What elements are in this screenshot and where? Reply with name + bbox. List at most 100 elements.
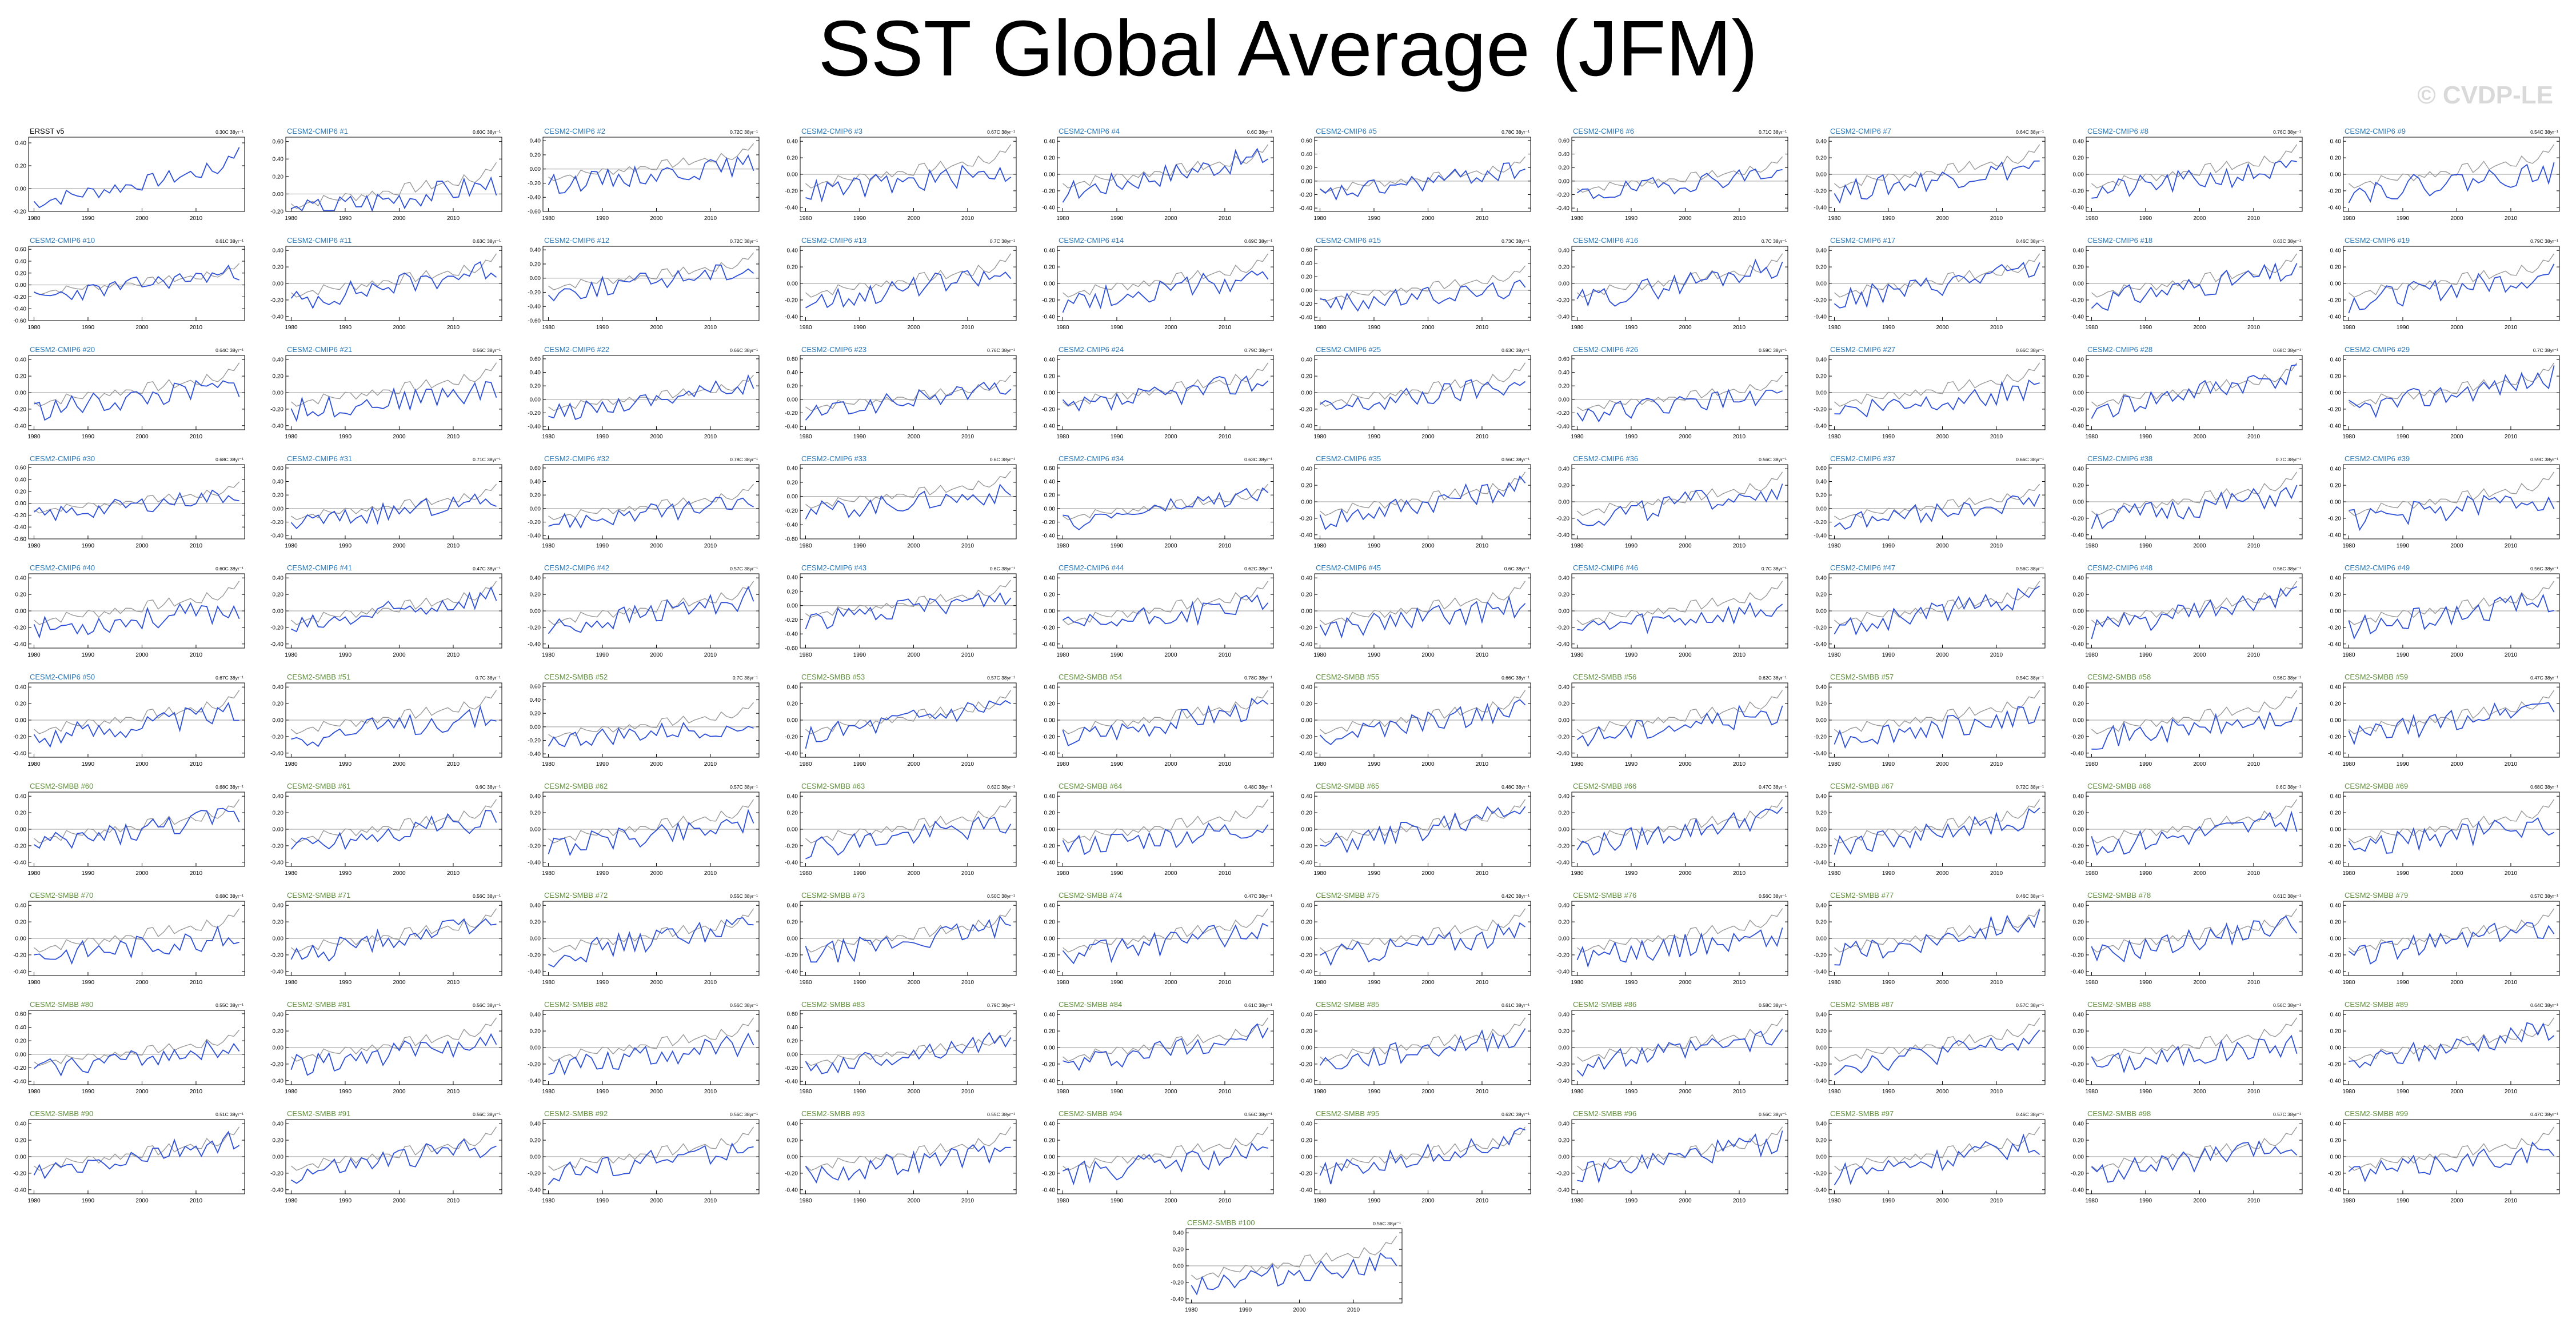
trend-label: 0.47C 38yr⁻¹ bbox=[2530, 675, 2558, 681]
x-tick-label: 1990 bbox=[596, 652, 609, 658]
model-series-line bbox=[2091, 1034, 2298, 1074]
model-series-line bbox=[33, 1130, 240, 1180]
x-tick-label: 2000 bbox=[1421, 325, 1435, 331]
panel-title: CESM2-CMIP6 #2 bbox=[544, 127, 605, 135]
x-tick-label: 1980 bbox=[27, 215, 41, 222]
y-tick-label: 0.40 bbox=[273, 903, 284, 909]
y-tick-label: -0.40 bbox=[2328, 969, 2341, 975]
x-tick-label: 1980 bbox=[542, 1089, 555, 1095]
y-tick-label: -0.40 bbox=[1814, 750, 1827, 757]
x-tick-label: 1980 bbox=[1056, 870, 1069, 877]
y-tick-label: 0.20 bbox=[15, 701, 27, 708]
y-tick-label: 0.40 bbox=[273, 157, 284, 163]
model-series-line bbox=[2348, 592, 2554, 640]
panel-title: CESM2-SMBB #70 bbox=[30, 891, 93, 900]
y-tick-label: 0.40 bbox=[1044, 1121, 1056, 1128]
y-tick-label: -0.20 bbox=[785, 1170, 798, 1177]
x-tick-label: 2000 bbox=[393, 1089, 406, 1095]
y-tick-label: -0.20 bbox=[2071, 734, 2084, 740]
trend-label: 0.56C 38yr⁻¹ bbox=[2273, 566, 2301, 571]
y-tick-label: 0.20 bbox=[787, 920, 798, 926]
y-tick-label: 0.20 bbox=[1559, 383, 1570, 390]
y-tick-label: 0.00 bbox=[787, 1154, 798, 1161]
y-tick-label: 0.40 bbox=[273, 357, 284, 363]
x-tick-label: 2010 bbox=[2505, 215, 2518, 222]
x-tick-label: 2010 bbox=[1219, 761, 1232, 768]
trend-label: 0.76C 38yr⁻¹ bbox=[987, 347, 1015, 353]
panel-title: CESM2-SMBB #82 bbox=[544, 1000, 608, 1009]
x-tick-label: 2000 bbox=[907, 980, 920, 986]
x-tick-label: 2000 bbox=[1936, 1089, 1949, 1095]
x-tick-label: 1980 bbox=[1828, 434, 1841, 440]
y-tick-label: 0.40 bbox=[1301, 1121, 1313, 1128]
panel-43: CESM2-CMIP6 #43 0.6C 38yr⁻¹ 0.40 0.20 0.00 -0… bbox=[785, 563, 1017, 658]
panel-title: CESM2-CMIP6 #42 bbox=[544, 563, 609, 572]
y-tick-label: 0.00 bbox=[1559, 1154, 1570, 1161]
y-tick-label: -0.20 bbox=[1042, 1061, 1055, 1068]
trend-label: 0.47C 38yr⁻¹ bbox=[1759, 784, 1787, 790]
y-tick-label: -0.20 bbox=[2071, 297, 2084, 303]
y-tick-label: 0.40 bbox=[2073, 139, 2084, 145]
y-tick-label: 0.00 bbox=[530, 275, 541, 282]
panel-title: CESM2-CMIP6 #12 bbox=[544, 236, 609, 245]
obs-series-line bbox=[1063, 362, 1269, 407]
panel-title: CESM2-CMIP6 #37 bbox=[1830, 454, 1895, 463]
x-tick-label: 2010 bbox=[1476, 434, 1489, 440]
obs-series-line bbox=[290, 1126, 497, 1171]
y-tick-label: 0.40 bbox=[273, 1012, 284, 1018]
panel-87: CESM2-SMBB #87 0.57C 38yr⁻¹ 0.40 0.20 0.00 -0… bbox=[1814, 1000, 2046, 1095]
obs-series-line bbox=[1576, 1126, 1783, 1171]
y-tick-label: -0.20 bbox=[1299, 192, 1312, 198]
panel-65: CESM2-SMBB #65 0.48C 38yr⁻¹ 0.40 0.20 0.00 -0… bbox=[1299, 782, 1531, 877]
x-tick-label: 2010 bbox=[190, 215, 203, 222]
y-tick-label: -0.20 bbox=[1299, 734, 1312, 740]
y-tick-label: 0.60 bbox=[15, 1011, 27, 1017]
panel-title: CESM2-CMIP6 #27 bbox=[1830, 345, 1895, 354]
y-tick-label: 0.40 bbox=[1301, 575, 1313, 582]
panel-53: CESM2-SMBB #53 0.57C 38yr⁻¹ 0.40 0.20 0.00 -0… bbox=[785, 673, 1017, 768]
y-tick-label: 0.00 bbox=[1559, 718, 1570, 724]
y-tick-label: 0.40 bbox=[787, 903, 798, 909]
panel-72: CESM2-SMBB #72 0.55C 38yr⁻¹ 0.40 0.20 0.00 -0… bbox=[528, 891, 760, 986]
x-tick-label: 2000 bbox=[135, 980, 149, 986]
x-tick-label: 1990 bbox=[1111, 761, 1124, 768]
y-tick-label: -0.40 bbox=[270, 860, 283, 866]
y-tick-label: 0.00 bbox=[1044, 172, 1056, 178]
obs-series-line bbox=[34, 799, 240, 844]
x-tick-label: 1990 bbox=[82, 543, 95, 549]
x-tick-label: 2010 bbox=[961, 761, 975, 768]
x-tick-label: 2010 bbox=[2505, 980, 2518, 986]
model-series-line bbox=[33, 702, 239, 748]
x-tick-label: 2000 bbox=[2450, 543, 2463, 549]
x-tick-label: 1980 bbox=[1313, 1089, 1327, 1095]
x-tick-label: 1980 bbox=[799, 1198, 812, 1204]
y-tick-label: 0.00 bbox=[1559, 281, 1570, 287]
y-tick-label: 0.20 bbox=[15, 810, 27, 817]
y-tick-label: -0.40 bbox=[270, 423, 283, 429]
x-tick-label: 2010 bbox=[1990, 652, 2003, 658]
panel-title: CESM2-CMIP6 #22 bbox=[544, 345, 609, 354]
trend-label: 0.56C 38yr⁻¹ bbox=[473, 347, 501, 353]
y-tick-label: 0.40 bbox=[1301, 357, 1313, 363]
panel-10: CESM2-CMIP6 #10 0.61C 38yr⁻¹ 0.60 0.40 0.20 0… bbox=[13, 236, 245, 331]
model-series-line bbox=[548, 264, 754, 302]
panel-title: CESM2-SMBB #62 bbox=[544, 782, 608, 790]
obs-series-line bbox=[548, 1017, 754, 1062]
trend-label: 0.30C 38yr⁻¹ bbox=[215, 129, 243, 135]
y-tick-label: -0.20 bbox=[1299, 843, 1312, 849]
y-tick-label: 0.00 bbox=[530, 827, 541, 833]
y-tick-label: 0.00 bbox=[787, 827, 798, 833]
obs-series-line bbox=[2091, 690, 2298, 734]
x-tick-label: 2000 bbox=[907, 543, 920, 549]
y-tick-label: 0.40 bbox=[15, 685, 27, 691]
x-tick-label: 2000 bbox=[1164, 325, 1177, 331]
x-tick-label: 1980 bbox=[285, 215, 298, 222]
trend-label: 0.56C 38yr⁻¹ bbox=[1244, 1112, 1272, 1117]
y-tick-label: 0.20 bbox=[2073, 155, 2084, 162]
panel-title: CESM2-CMIP6 #20 bbox=[30, 345, 95, 354]
x-tick-label: 2000 bbox=[650, 1089, 663, 1095]
y-tick-label: 0.40 bbox=[787, 794, 798, 800]
y-tick-label: 0.00 bbox=[2330, 1045, 2342, 1052]
x-tick-label: 2000 bbox=[650, 325, 663, 331]
x-tick-label: 2010 bbox=[2505, 652, 2518, 658]
